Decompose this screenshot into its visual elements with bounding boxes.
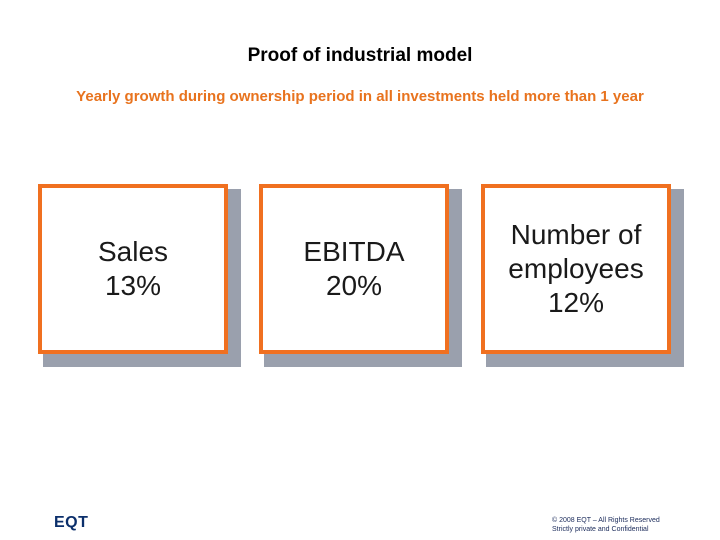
copyright-line-2: Strictly private and Confidential (552, 526, 649, 533)
copyright-line-1: © 2008 EQT – All Rights Reserved (552, 517, 660, 524)
ebitda-box-text: EBITDA 20% (303, 235, 404, 303)
sales-value: 13% (104, 270, 162, 301)
slide-subtitle: Yearly growth during ownership period in… (76, 88, 644, 105)
sales-box-text: Sales 13% (98, 235, 168, 303)
slide-title: Proof of industrial model (247, 45, 473, 66)
sales-label: Sales (97, 235, 169, 267)
copyright-notice: © 2008 EQT – All Rights Reserved Strictl… (552, 516, 660, 534)
ebitda-box: EBITDA 20% (259, 184, 449, 354)
ebitda-label: EBITDA (303, 235, 405, 267)
employees-box-text: Number of employees 12% (508, 218, 643, 320)
sales-box: Sales 13% (38, 184, 228, 354)
eqt-logo: EQT (54, 514, 89, 531)
employees-box: Number of employees 12% (481, 184, 671, 354)
ebitda-value: 20% (325, 270, 383, 301)
employees-label-line1: Number of (510, 218, 642, 250)
employees-label-line2: employees (508, 252, 644, 284)
employees-value: 12% (547, 287, 605, 319)
